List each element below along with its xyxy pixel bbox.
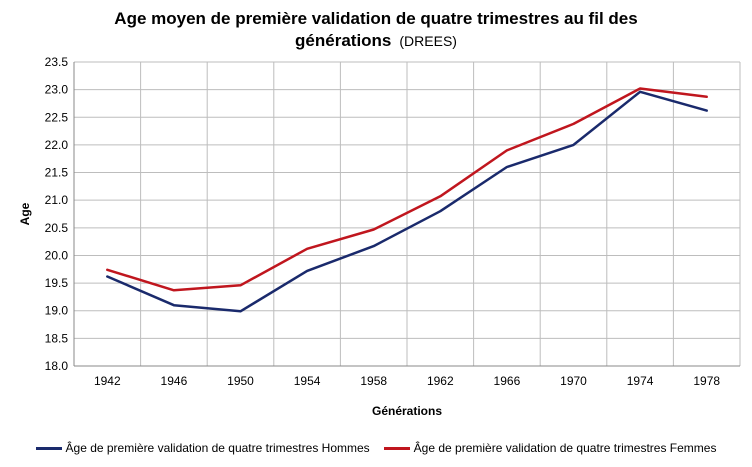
x-tick-label: 1970	[560, 374, 587, 388]
legend-item-femmes: Âge de première validation de quatre tri…	[383, 441, 717, 455]
y-tick-label: 23.5	[45, 55, 69, 69]
chart-title-line2: générations (DREES)	[0, 30, 752, 52]
x-tick-label: 1946	[161, 374, 188, 388]
series-line-hommes	[106, 90, 708, 313]
x-tick-label: 1962	[427, 374, 454, 388]
legend-swatch-femmes	[383, 446, 410, 450]
y-tick-label: 20.5	[45, 221, 69, 235]
x-tick-label: 1954	[294, 374, 321, 388]
y-tick-label: 22.0	[45, 138, 69, 152]
legend-swatch-hommes	[35, 446, 62, 450]
y-tick-label: 19.5	[45, 276, 69, 290]
x-tick-label: 1974	[627, 374, 654, 388]
series-line-femmes	[106, 87, 708, 292]
legend-label-femmes: Âge de première validation de quatre tri…	[413, 441, 717, 455]
legend-item-hommes: Âge de première validation de quatre tri…	[35, 441, 370, 455]
y-tick-label: 18.5	[45, 331, 69, 345]
y-tick-label: 22.5	[45, 110, 69, 124]
legend: Âge de première validation de quatre tri…	[0, 441, 752, 455]
x-tick-label: 1958	[360, 374, 387, 388]
y-tick-label: 21.5	[45, 166, 69, 180]
chart-title: Age moyen de première validation de quat…	[0, 8, 752, 52]
legend-label-hommes: Âge de première validation de quatre tri…	[65, 441, 370, 455]
y-tick-label: 19.0	[45, 304, 69, 318]
x-axis-title: Générations	[372, 404, 442, 418]
x-tick-label: 1942	[94, 374, 121, 388]
y-tick-label: 23.0	[45, 83, 69, 97]
chart-title-line2-text: générations	[295, 31, 392, 50]
y-tick-label: 20.0	[45, 248, 69, 262]
y-tick-label: 18.0	[45, 359, 69, 373]
x-tick-label: 1950	[227, 374, 254, 388]
chart-title-line1: Age moyen de première validation de quat…	[114, 9, 638, 28]
chart-title-source: (DREES)	[399, 33, 457, 49]
x-tick-label: 1978	[693, 374, 720, 388]
x-tick-label: 1966	[494, 374, 521, 388]
y-tick-label: 21.0	[45, 193, 69, 207]
y-axis-title: Age	[18, 202, 32, 225]
